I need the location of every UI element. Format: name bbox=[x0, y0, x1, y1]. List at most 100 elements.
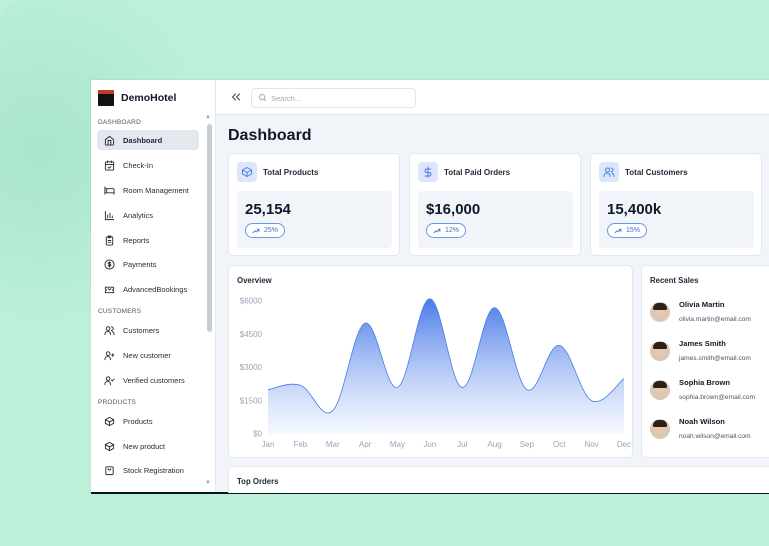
sidebar-item-label: Analytics bbox=[123, 210, 154, 220]
sidebar-item-label: Check-In bbox=[123, 160, 154, 170]
sale-email: olivia.martin@email.com bbox=[679, 316, 751, 323]
x-tick-label: Jun bbox=[423, 440, 436, 449]
y-tick-label: $0 bbox=[253, 430, 262, 439]
section-label-dashboard: DASHBOARD bbox=[98, 119, 141, 126]
sale-email: james.smith@email.com bbox=[679, 355, 751, 362]
x-tick-label: Oct bbox=[553, 440, 566, 449]
sidebar-item-label: New product bbox=[123, 441, 166, 451]
sidebar-item-label: Customers bbox=[123, 325, 160, 335]
collapse-sidebar-icon[interactable] bbox=[229, 90, 243, 104]
user-check-icon bbox=[104, 375, 115, 386]
overview-area bbox=[268, 298, 624, 434]
top-orders-title: Top Orders bbox=[237, 477, 279, 486]
user-plus-icon bbox=[104, 350, 115, 361]
trend-up-icon bbox=[614, 228, 622, 233]
page-title: Dashboard bbox=[228, 127, 312, 144]
window-bottom-border bbox=[91, 492, 769, 494]
sidebar-item-label: Room Management bbox=[123, 185, 189, 195]
overview-panel: Overview $0 $1500 $3000 $4500 $6000 Jan Feb Ma… bbox=[228, 265, 633, 458]
x-tick-label: Sep bbox=[520, 440, 535, 449]
sidebar-item-new-product[interactable]: New product bbox=[97, 436, 199, 456]
sidebar-item-reports[interactable]: Reports bbox=[97, 230, 199, 250]
sidebar-item-label: Payments bbox=[123, 259, 157, 269]
stat-title: Total Customers bbox=[625, 167, 688, 177]
scroll-down-icon[interactable]: ▼ bbox=[205, 480, 211, 486]
stat-change-badge: 12% bbox=[426, 223, 467, 238]
stat-card-total-products[interactable]: Total Products 25,154 25% bbox=[228, 153, 400, 256]
sidebar-item-label: Verified customers bbox=[123, 375, 185, 385]
search-input[interactable] bbox=[271, 93, 411, 103]
sidebar-item-room-management[interactable]: Room Management bbox=[97, 180, 199, 200]
section-label-customers: CUSTOMERS bbox=[98, 308, 142, 315]
overview-line bbox=[267, 298, 625, 414]
calendar-check-icon bbox=[104, 159, 115, 171]
search-box bbox=[251, 88, 416, 108]
topbar bbox=[216, 80, 769, 115]
sidebar-item-verified-customers[interactable]: Verified customers bbox=[97, 370, 199, 390]
avatar bbox=[650, 341, 670, 361]
x-tick-label: Feb bbox=[293, 440, 307, 449]
sidebar-item-advanced-bookings[interactable]: AdvancedBookings bbox=[97, 279, 199, 299]
stat-change-value: 12% bbox=[445, 227, 460, 234]
sidebar-item-check-in[interactable]: Check-In bbox=[97, 155, 199, 175]
stat-title: Total Paid Orders bbox=[444, 167, 511, 177]
sidebar-item-label: Products bbox=[123, 416, 153, 426]
sidebar-item-stock-registration[interactable]: Stock Registration bbox=[97, 460, 199, 480]
brand-logo bbox=[98, 90, 114, 106]
sale-name: Sophia Brown bbox=[679, 378, 731, 387]
stat-value: 15,400k bbox=[607, 201, 662, 218]
x-tick-label: Jan bbox=[262, 440, 275, 449]
x-tick-label: Jul bbox=[457, 440, 467, 449]
stat-change-value: 25% bbox=[264, 227, 279, 234]
sidebar-item-payments[interactable]: Payments bbox=[97, 254, 199, 274]
x-tick-label: Nov bbox=[585, 440, 599, 449]
list-item[interactable]: Sophia Brown sophia.brown@email.com bbox=[650, 378, 755, 401]
bag-icon bbox=[104, 465, 115, 476]
sale-email: sophia.brown@email.com bbox=[679, 394, 755, 401]
x-tick-label: May bbox=[390, 440, 405, 449]
search-icon bbox=[258, 89, 267, 107]
y-tick-label: $6000 bbox=[240, 297, 263, 306]
stat-value: 25,154 bbox=[245, 201, 291, 218]
y-tick-label: $4500 bbox=[240, 330, 263, 339]
list-item[interactable]: James Smith james.smith@email.com bbox=[650, 339, 751, 362]
trend-up-icon bbox=[252, 228, 260, 233]
sidebar-item-label: AdvancedBookings bbox=[123, 284, 188, 294]
sale-name: Noah Wilson bbox=[679, 417, 725, 426]
sale-name: James Smith bbox=[679, 339, 726, 348]
ticket-icon bbox=[104, 284, 115, 295]
x-tick-label: Aug bbox=[487, 440, 501, 449]
list-item[interactable]: Noah Wilson noah.wilson@email.com bbox=[650, 417, 751, 440]
sidebar-item-dashboard[interactable]: Dashboard bbox=[97, 130, 199, 150]
clipboard-icon bbox=[104, 234, 115, 246]
scroll-up-icon[interactable]: ▲ bbox=[205, 114, 211, 120]
stat-card-total-customers[interactable]: Total Customers 15,400k 15% bbox=[590, 153, 762, 256]
box-icon bbox=[104, 416, 115, 427]
home-icon bbox=[104, 135, 115, 146]
dollar-circle-icon bbox=[104, 258, 115, 270]
sale-name: Olivia Martin bbox=[679, 300, 725, 309]
trend-up-icon bbox=[433, 228, 441, 233]
recent-sales-panel: Recent Sales Olivia Martin olivia.martin… bbox=[641, 265, 769, 458]
users-icon bbox=[104, 325, 115, 336]
x-tick-label: Apr bbox=[359, 440, 372, 449]
sidebar-item-label: New customer bbox=[123, 350, 171, 360]
sidebar-item-customers[interactable]: Customers bbox=[97, 320, 199, 340]
sidebar-item-analytics[interactable]: Analytics bbox=[97, 205, 199, 225]
list-item[interactable]: Olivia Martin olivia.martin@email.com bbox=[650, 300, 751, 323]
brand[interactable]: DemoHotel bbox=[98, 89, 176, 107]
sidebar-scrollbar[interactable] bbox=[207, 124, 212, 332]
dollar-icon bbox=[418, 162, 438, 182]
sidebar-item-products[interactable]: Products bbox=[97, 411, 199, 431]
sidebar-item-label: Stock Registration bbox=[123, 465, 184, 475]
sidebar-item-label: Reports bbox=[123, 235, 150, 245]
sidebar: DemoHotel ▲ ▼ DASHBOARD Dashboard Check-… bbox=[91, 80, 216, 493]
y-tick-label: $3000 bbox=[240, 363, 263, 372]
sidebar-item-new-customer[interactable]: New customer bbox=[97, 345, 199, 365]
main-content: Dashboard Total Products 25,154 25% Tota… bbox=[91, 80, 769, 493]
box-icon bbox=[237, 162, 257, 182]
stat-change-badge: 25% bbox=[245, 223, 286, 238]
stat-card-total-paid-orders[interactable]: Total Paid Orders $16,000 12% bbox=[409, 153, 581, 256]
section-label-products: PRODUCTS bbox=[98, 399, 137, 406]
stat-change-badge: 15% bbox=[607, 223, 648, 238]
